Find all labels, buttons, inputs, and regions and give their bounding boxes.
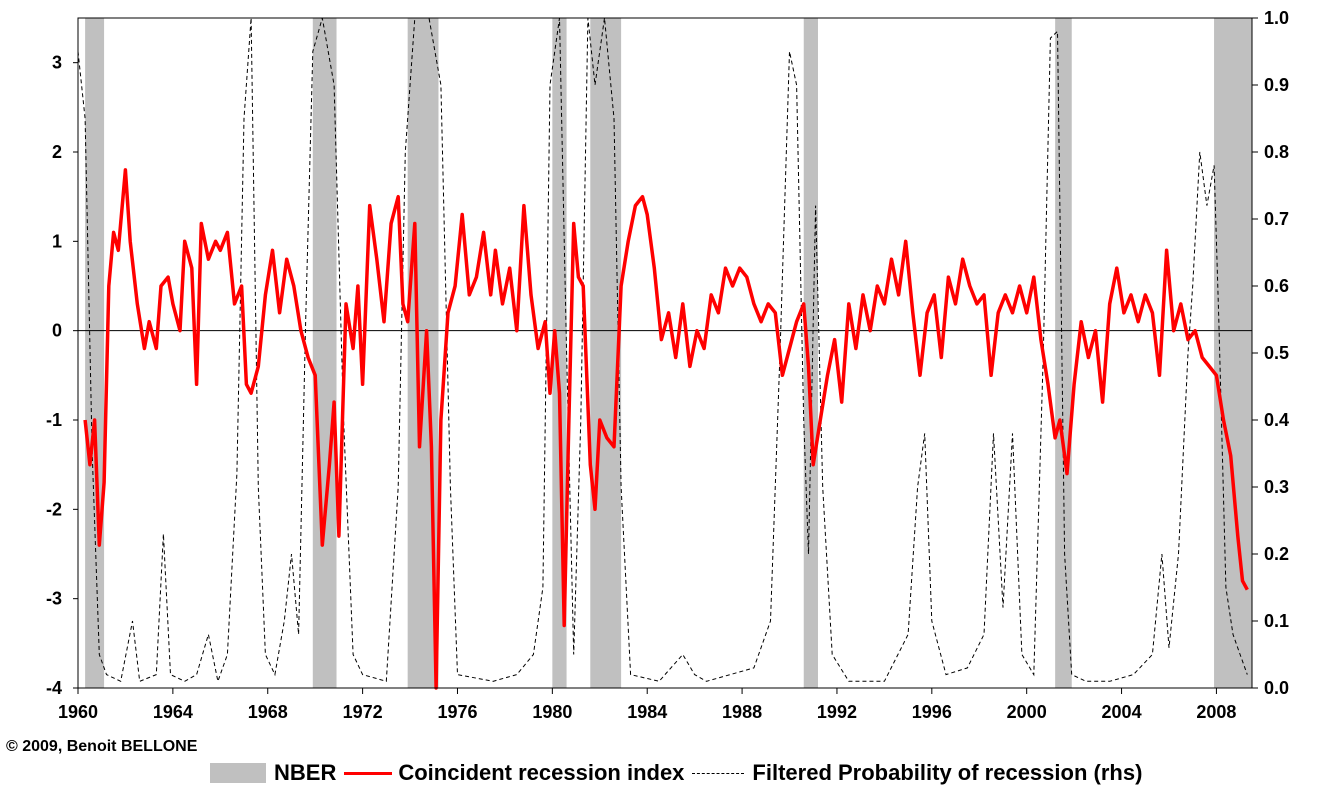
left-tick-label: -1 <box>46 410 62 430</box>
nber-bar-5 <box>803 18 818 688</box>
copyright-text: © 2009, Benoit BELLONE <box>6 738 198 755</box>
left-tick-label: 1 <box>52 231 62 251</box>
legend: NBER Coincident recession index Filtered… <box>210 760 1150 786</box>
x-tick-label: 1992 <box>817 702 857 722</box>
right-tick-label: 0.8 <box>1264 142 1289 162</box>
nber-bar-4 <box>590 18 622 688</box>
x-tick-label: 1980 <box>532 702 572 722</box>
right-tick-label: 0.2 <box>1264 544 1289 564</box>
left-tick-label: 3 <box>52 53 62 73</box>
x-tick-label: 1964 <box>153 702 193 722</box>
right-tick-label: 0.5 <box>1264 343 1289 363</box>
right-tick-label: 0.3 <box>1264 477 1289 497</box>
nber-bar-7 <box>1214 18 1252 688</box>
nber-bar-6 <box>1055 18 1072 688</box>
legend-item-probability: Filtered Probability of recession (rhs) <box>692 760 1142 786</box>
x-tick-label: 1996 <box>912 702 952 722</box>
x-tick-label: 2008 <box>1196 702 1236 722</box>
right-tick-label: 0.6 <box>1264 276 1289 296</box>
right-tick-label: 0.4 <box>1264 410 1289 430</box>
left-tick-label: 2 <box>52 142 62 162</box>
right-tick-label: 1.0 <box>1264 8 1289 28</box>
x-tick-label: 1976 <box>437 702 477 722</box>
legend-item-nber: NBER <box>210 760 336 786</box>
legend-label-index: Coincident recession index <box>398 760 685 785</box>
legend-swatch-probability <box>692 772 745 774</box>
x-axis: 1960 1964 1968 1972 1976 1980 1984 1988 1992 1996… <box>58 688 1236 722</box>
right-axis: 1.0 0.9 0.8 0.7 0.6 0.5 0.4 0.3 0.2 0.1 0.0 <box>1252 8 1289 698</box>
left-tick-label: -2 <box>46 499 62 519</box>
x-tick-label: 1972 <box>343 702 383 722</box>
x-tick-label: 1960 <box>58 702 98 722</box>
right-tick-label: 0.9 <box>1264 75 1289 95</box>
index-series-line <box>83 168 1249 690</box>
x-tick-label: 1984 <box>627 702 667 722</box>
right-tick-label: 0.0 <box>1264 678 1289 698</box>
nber-bar-0 <box>85 18 105 688</box>
legend-swatch-index <box>344 771 393 775</box>
left-tick-label: 0 <box>52 321 62 341</box>
x-tick-label: 1988 <box>722 702 762 722</box>
x-tick-label: 2004 <box>1102 702 1142 722</box>
legend-label-probability: Filtered Probability of recession (rhs) <box>752 760 1143 785</box>
nber-bar-1 <box>312 18 337 688</box>
probability-series-line <box>77 17 1248 684</box>
left-tick-label: -4 <box>46 678 62 698</box>
nber-recession-bars <box>85 18 1252 688</box>
legend-swatch-nber <box>210 763 266 783</box>
right-tick-label: 0.1 <box>1264 611 1289 631</box>
right-tick-label: 0.7 <box>1264 209 1289 229</box>
x-tick-label: 2000 <box>1007 702 1047 722</box>
legend-label-nber: NBER <box>274 760 337 785</box>
x-tick-label: 1968 <box>248 702 288 722</box>
legend-item-index: Coincident recession index <box>344 760 684 786</box>
left-tick-label: -3 <box>46 589 62 609</box>
left-axis: 3 2 1 0 -1 -2 -3 -4 <box>46 53 78 698</box>
